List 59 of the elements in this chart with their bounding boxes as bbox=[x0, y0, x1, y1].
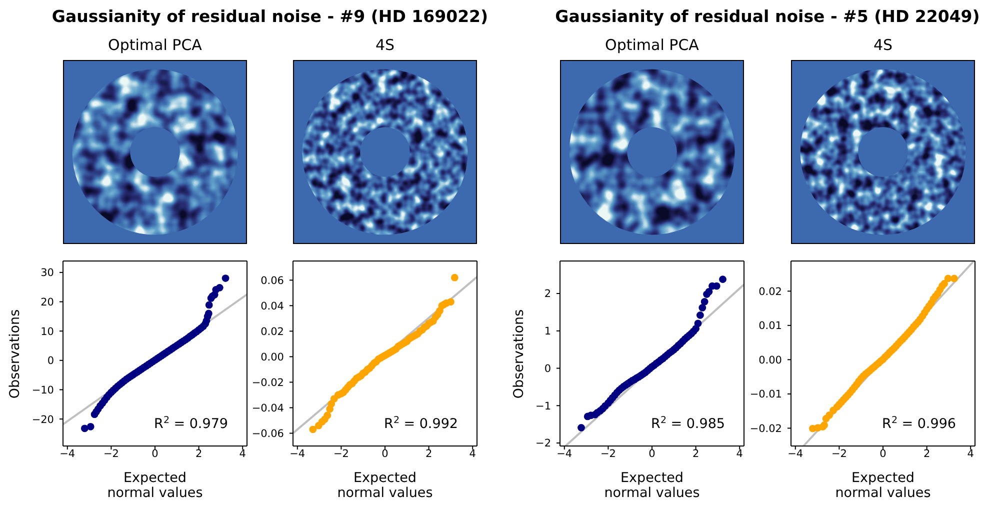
x-axis-title: Expected normal values bbox=[604, 470, 700, 501]
y-axis-title: Observations bbox=[510, 308, 527, 398]
y-tick-label: 0.02 bbox=[260, 326, 284, 338]
x-tick-label: −2 bbox=[600, 448, 616, 460]
x-axis-title: Expected normal values bbox=[337, 470, 433, 501]
x-tick-label: 2 bbox=[923, 448, 930, 460]
y-tick-label: −1 bbox=[536, 400, 551, 412]
x-tick-label: −2 bbox=[831, 448, 847, 460]
y-tick-label: 0.04 bbox=[260, 300, 284, 312]
chart-title: 4S bbox=[873, 36, 893, 54]
y-tick-label: −0.01 bbox=[750, 388, 782, 401]
y-tick-label: −2 bbox=[536, 438, 551, 450]
y-tick-label: −0.04 bbox=[252, 402, 284, 414]
x-tick-label: 0 bbox=[152, 448, 158, 460]
y-tick-label: 0.00 bbox=[758, 354, 782, 366]
annotation: R$^{2}$ = 0.996 bbox=[882, 414, 956, 432]
x-axis-title: Expected normal values bbox=[107, 470, 203, 501]
x-tick-label: 2 bbox=[195, 448, 202, 460]
x-tick-label: −2 bbox=[103, 448, 119, 460]
annotation: R$^{2}$ = 0.992 bbox=[384, 414, 458, 432]
annotation: R$^{2}$ = 0.985 bbox=[651, 414, 725, 432]
y-tick-label: 0.01 bbox=[758, 320, 782, 332]
y-tick-label: −0.02 bbox=[252, 376, 284, 389]
y-tick-label: −0.06 bbox=[252, 428, 284, 440]
x-tick-label: −4 bbox=[788, 448, 804, 460]
y-tick-label: 0 bbox=[47, 355, 54, 368]
y-tick-label: −0.02 bbox=[750, 422, 782, 435]
x-tick-label: 0 bbox=[648, 448, 656, 460]
x-tick-label: 4 bbox=[736, 448, 744, 460]
x-tick-label: −4 bbox=[60, 448, 76, 460]
annotation: R$^{2}$ = 0.979 bbox=[154, 414, 228, 432]
x-tick-label: 2 bbox=[425, 448, 432, 460]
chart-title: 4S bbox=[375, 36, 395, 54]
x-tick-label: 2 bbox=[692, 448, 700, 460]
x-tick-label: −4 bbox=[556, 448, 572, 460]
y-tick-label: −20 bbox=[32, 414, 54, 426]
text: Gaussianity of residual noise - #5 (HD 22049) bbox=[555, 7, 980, 27]
y-tick-label: 20 bbox=[40, 296, 54, 308]
text: Gaussianity of residual noise - #9 (HD 169022) bbox=[52, 7, 488, 27]
y-tick-label: 0 bbox=[544, 362, 551, 375]
x-tick-label: 4 bbox=[239, 448, 246, 460]
y-tick-label: 30 bbox=[40, 267, 54, 280]
chart-title: Optimal PCA bbox=[605, 36, 699, 54]
y-tick-label: 0.02 bbox=[758, 286, 782, 298]
y-tick-label: 0.06 bbox=[260, 274, 284, 287]
y-axis-title: Observations bbox=[6, 308, 23, 398]
y-tick-label: 1 bbox=[544, 326, 551, 338]
x-tick-label: 0 bbox=[382, 448, 388, 460]
x-tick-label: 0 bbox=[880, 448, 886, 460]
y-tick-label: 0.00 bbox=[260, 351, 284, 364]
x-tick-label: 4 bbox=[967, 448, 974, 460]
y-tick-label: −10 bbox=[32, 384, 54, 396]
chart-title: Optimal PCA bbox=[108, 36, 202, 54]
x-tick-label: −4 bbox=[290, 448, 306, 460]
x-tick-label: −2 bbox=[333, 448, 349, 460]
x-axis-title: Expected normal values bbox=[835, 470, 931, 501]
y-tick-label: 10 bbox=[40, 326, 54, 338]
x-tick-label: 4 bbox=[469, 448, 476, 460]
y-tick-label: 2 bbox=[544, 288, 551, 300]
